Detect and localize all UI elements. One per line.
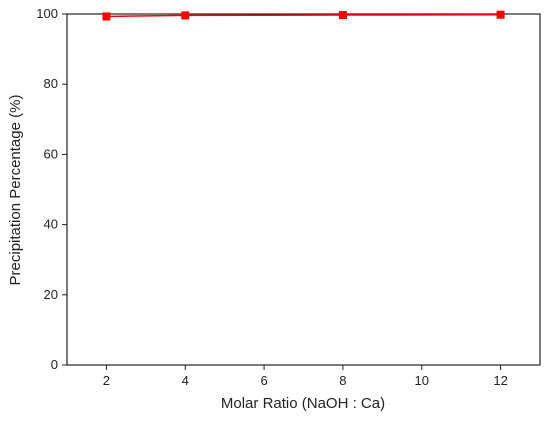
y-tick-label: 80 — [44, 76, 58, 91]
point — [181, 11, 190, 20]
y-tick-label: 20 — [44, 287, 58, 302]
x-axis-title: Molar Ratio (NaOH : Ca) — [221, 395, 385, 412]
series-line — [106, 13, 501, 18]
point — [496, 10, 505, 19]
y-tick-label: 0 — [51, 357, 58, 372]
y-tick-label: 100 — [36, 6, 58, 21]
x-tick-label: 12 — [493, 373, 507, 388]
y-tick-label: 40 — [44, 217, 58, 232]
y-tick-label: 60 — [44, 146, 58, 161]
x-tick-label: 6 — [260, 373, 267, 388]
x-tick-label: 4 — [182, 373, 189, 388]
point — [102, 12, 111, 21]
x-tick-label: 10 — [415, 373, 429, 388]
plot-frame — [66, 13, 541, 366]
y-axis-title: Precipitation Percentage (%) — [7, 95, 24, 286]
x-tick-label: 8 — [339, 373, 346, 388]
point — [338, 11, 347, 20]
x-tick-label: 2 — [103, 373, 110, 388]
